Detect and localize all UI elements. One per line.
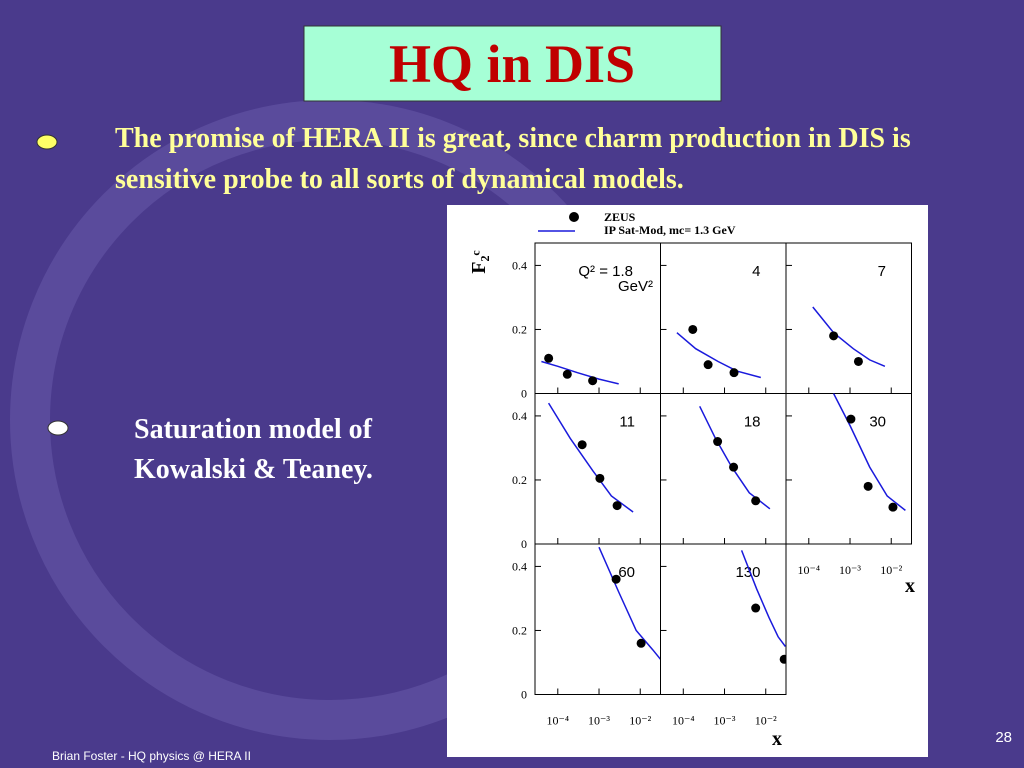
y-tick-label: 0.2	[512, 623, 527, 637]
x-tick-label: 10⁻²	[755, 714, 777, 728]
model-curve	[740, 550, 786, 647]
y-tick-label: 0.4	[512, 409, 527, 423]
y-tick-label: 0.2	[512, 473, 527, 487]
data-point	[846, 414, 856, 424]
bullet-box: The promise of HERA II is great, since c…	[115, 123, 911, 195]
title: HQ in DIS	[389, 34, 635, 94]
data-point	[729, 368, 739, 378]
y-tick-label: 0	[521, 537, 527, 551]
panel-label: 130	[735, 564, 760, 581]
page-number: 28	[995, 729, 1012, 746]
x-tick-label: 10⁻⁴	[798, 563, 821, 577]
bullet-dot	[36, 134, 58, 150]
y-tick-label: 0.4	[512, 258, 527, 272]
bullet-text: The promise of HERA II is great, since c…	[115, 123, 911, 195]
data-point	[611, 574, 621, 584]
x-tick-label: 10⁻²	[629, 714, 651, 728]
footer: Brian Foster - HQ physics @ HERA II	[52, 749, 251, 763]
data-point	[544, 353, 554, 363]
data-point	[779, 654, 786, 664]
data-point	[588, 376, 598, 386]
data-point	[688, 324, 698, 334]
legend-marker	[569, 212, 579, 222]
data-point	[577, 440, 587, 450]
model-curve	[598, 546, 661, 660]
y-tick-label: 0.2	[512, 322, 527, 336]
data-point	[863, 481, 873, 491]
data-point	[829, 331, 839, 341]
data-point	[729, 462, 739, 472]
data-point	[612, 501, 622, 511]
model-curve	[832, 393, 906, 511]
y-tick-label: 0	[521, 387, 527, 401]
x-axis-label: x	[905, 575, 915, 597]
title-box	[303, 25, 722, 102]
data-point	[713, 437, 723, 447]
data-point	[703, 360, 713, 370]
x-tick-label: 10⁻³	[588, 714, 610, 728]
panel-unit: GeV²	[618, 278, 653, 295]
panel-label: 7	[878, 263, 886, 280]
model-curve	[812, 306, 886, 367]
figure-background	[447, 205, 928, 757]
panel-label: 60	[618, 564, 635, 581]
y-axis-label: F₂ᶜ	[468, 250, 490, 273]
panel-frame	[660, 543, 787, 695]
bullet-dot	[47, 420, 69, 436]
bullet-box: Saturation model of Kowalski & Teaney.	[134, 414, 373, 485]
y-tick-label: 0	[521, 688, 527, 702]
data-point	[853, 356, 863, 366]
panel-label: Q² = 1.8	[578, 263, 633, 280]
x-tick-label: 10⁻³	[839, 563, 861, 577]
x-tick-label: 10⁻⁴	[547, 714, 570, 728]
legend-label: IP Sat-Mod, mc= 1.3 GeV	[604, 223, 736, 237]
y-tick-label: 0.4	[512, 559, 527, 573]
bullet-text: Saturation model of Kowalski & Teaney.	[134, 414, 373, 485]
data-point	[636, 638, 646, 648]
model-curve	[676, 332, 761, 379]
data-point	[562, 369, 572, 379]
panel-label: 11	[619, 414, 635, 431]
data-point	[888, 502, 898, 512]
x-tick-label: 10⁻⁴	[672, 714, 695, 728]
x-axis-label: x	[772, 728, 782, 750]
x-tick-label: 10⁻²	[880, 563, 902, 577]
model-curve	[541, 360, 619, 385]
panel-label: 4	[752, 263, 760, 280]
data-point	[751, 603, 761, 613]
data-point	[751, 496, 761, 506]
legend-label: ZEUS	[604, 210, 636, 224]
panel-frame	[785, 393, 912, 545]
x-tick-label: 10⁻³	[714, 714, 736, 728]
panel-label: 18	[744, 414, 761, 431]
data-point	[595, 473, 605, 483]
panel-label: 30	[869, 414, 886, 431]
